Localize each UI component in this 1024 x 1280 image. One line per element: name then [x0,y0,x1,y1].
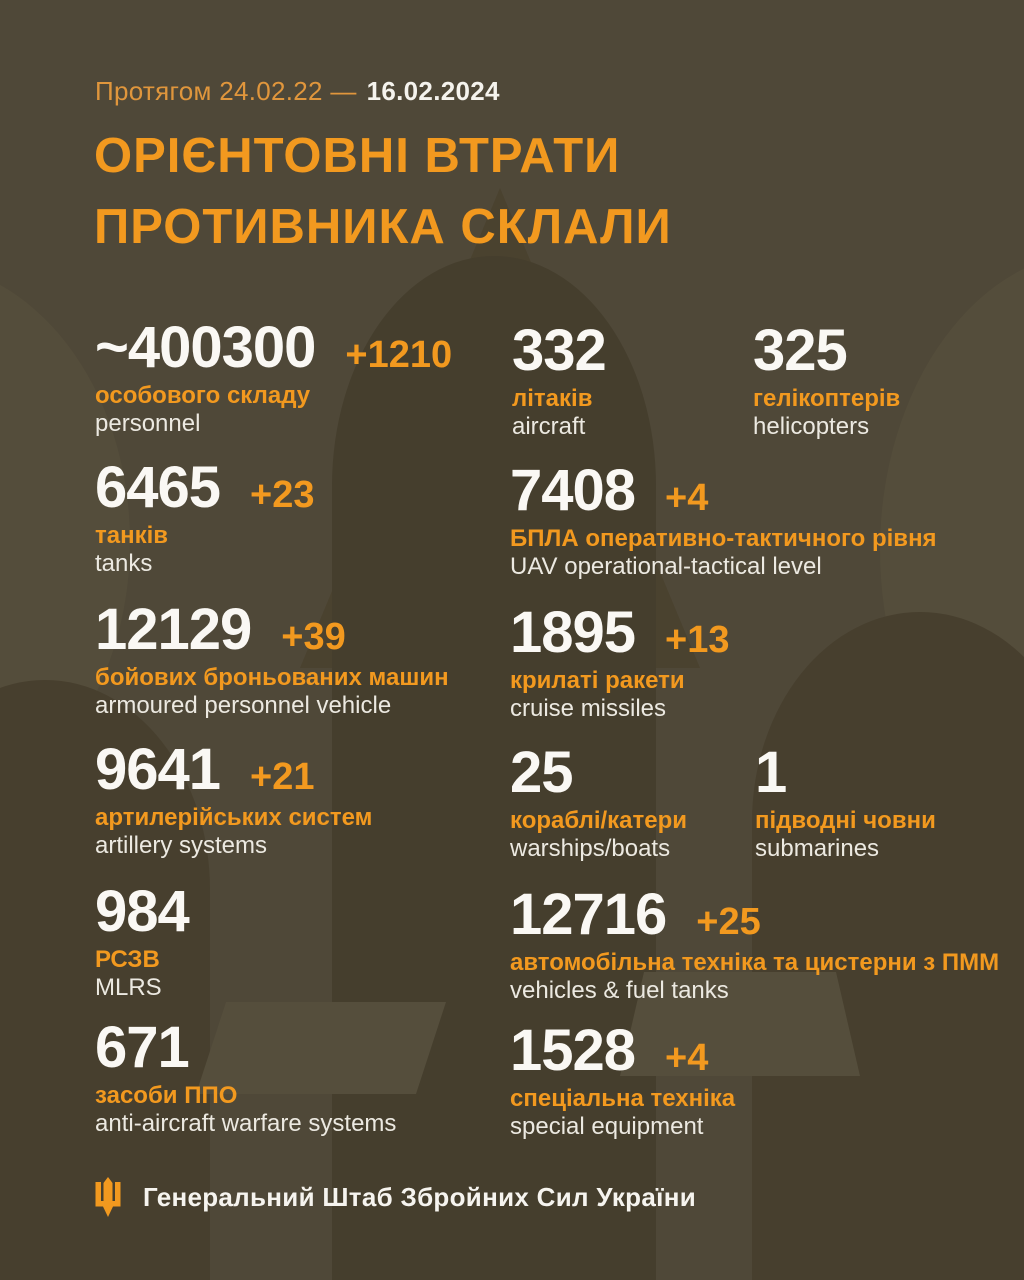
page-title-line2: ПРОТИВНИКА СКЛАЛИ [94,200,672,254]
stat-armoured-vehicles-label-ua: бойових броньованих машин [95,664,449,691]
stat-warships-label-en: warships/boats [510,835,671,862]
stat-vehicles-fuel-tanks: 12716 +25 автомобільна техніка та цистер… [510,883,999,1003]
stat-vehicles-fuel-tanks-label-ua: автомобільна техніка та цистерни з ПММ [510,949,1000,976]
footer: Генеральний Штаб Збройних Сил України [95,1174,696,1220]
stat-vehicles-fuel-tanks-label-en: vehicles & fuel tanks [510,977,729,1004]
stat-cruise-missiles-delta: +13 [665,619,730,661]
stat-cruise-missiles-value: 1895 [510,600,636,665]
stat-warships-label-ua: кораблі/катери [510,807,688,834]
stat-aircraft-label-en: aircraft [512,413,586,440]
tryzub-icon [95,1177,121,1217]
stat-cruise-missiles: 1895 +13 крилаті ракети cruise missiles [510,601,730,721]
stat-vehicles-fuel-tanks-delta: +25 [696,901,761,943]
stat-mlrs-value: 984 [95,879,190,944]
stat-helicopters-label-en: helicopters [753,413,870,440]
stat-personnel: ~400300 +1210 особового складу personnel [95,316,452,436]
stat-personnel-value: ~400300 [95,315,316,380]
page-title: ОРІЄНТОВНІ ВТРАТИ ПРОТИВНИКА СКЛАЛИ [94,121,672,263]
stat-tanks-value: 6465 [95,455,221,520]
stat-anti-aircraft-value: 671 [95,1015,190,1080]
period-date: 16.02.2024 [366,76,500,106]
page-title-line1: ОРІЄНТОВНІ ВТРАТИ [94,129,621,183]
bg-trident-right-prong [752,612,1024,1280]
stat-cruise-missiles-label-en: cruise missiles [510,695,667,722]
stat-special-equipment-label-en: special equipment [510,1113,704,1140]
stat-artillery: 9641 +21 артилерійських систем artillery… [95,738,372,858]
stat-helicopters: 325 гелікоптерів helicopters [753,319,900,439]
stat-tanks-label-en: tanks [95,550,153,577]
stat-special-equipment-label-ua: спеціальна техніка [510,1085,736,1112]
footer-org-name: Генеральний Штаб Збройних Сил України [143,1181,696,1212]
stat-artillery-label-ua: артилерійських систем [95,804,373,831]
stat-helicopters-value: 325 [753,318,848,383]
stat-armoured-vehicles: 12129 +39 бойових броньованих машин armo… [95,598,449,718]
bg-light-patch-left [196,1002,446,1094]
stat-tanks-delta: +23 [250,474,315,516]
stat-artillery-value: 9641 [95,737,221,802]
stat-artillery-delta: +21 [250,756,315,798]
stat-cruise-missiles-label-ua: крилаті ракети [510,667,685,694]
stat-special-equipment: 1528 +4 спеціальна техніка special equip… [510,1019,735,1139]
stat-tanks-label-ua: танків [95,522,169,549]
stat-armoured-vehicles-delta: +39 [281,616,346,658]
stat-submarines-value: 1 [755,740,787,805]
stat-warships: 25 кораблі/катери warships/boats [510,741,687,861]
stat-uav-value: 7408 [510,458,636,523]
stat-artillery-label-en: artillery systems [95,832,268,859]
stat-tanks: 6465 +23 танків tanks [95,456,315,576]
stat-anti-aircraft-label-ua: засоби ППО [95,1082,238,1109]
stat-aircraft-value: 332 [512,318,607,383]
stat-uav-label-en: UAV operational-tactical level [510,553,822,580]
stat-aircraft-label-ua: літаків [512,385,593,412]
stat-mlrs-label-ua: РСЗВ [95,946,160,973]
stat-mlrs-label-en: MLRS [95,974,162,1001]
stat-helicopters-label-ua: гелікоптерів [753,385,901,412]
stat-warships-value: 25 [510,740,574,805]
stat-special-equipment-value: 1528 [510,1018,636,1083]
stat-anti-aircraft: 671 засоби ППО anti-aircraft warfare sys… [95,1016,396,1136]
stat-armoured-vehicles-value: 12129 [95,597,252,662]
stat-anti-aircraft-label-en: anti-aircraft warfare systems [95,1110,397,1137]
period-line: Протягом 24.02.22 — 16.02.2024 [95,74,500,108]
stat-mlrs: 984 РСЗВ MLRS [95,879,190,1001]
stat-personnel-delta: +1210 [345,334,453,376]
stat-personnel-label-ua: особового складу [95,382,311,409]
bg-light-patch-center [620,972,860,1076]
stat-aircraft: 332 літаків aircraft [512,318,607,440]
stat-vehicles-fuel-tanks-value: 12716 [510,882,667,947]
period-prefix: Протягом 24.02.22 — [95,76,357,106]
stat-uav-delta: +4 [665,477,709,519]
stat-submarines-label-en: submarines [755,835,880,862]
stat-uav-label-ua: БПЛА оперативно-тактичного рівня [510,525,937,552]
stat-armoured-vehicles-label-en: armoured personnel vehicle [95,692,392,719]
bg-trident-center-prong [332,256,656,1280]
stat-uav: 7408 +4 БПЛА оперативно-тактичного рівня… [510,459,937,579]
stat-special-equipment-delta: +4 [665,1037,709,1079]
stat-submarines: 1 підводні човни submarines [755,741,936,861]
bg-trident-left-prong [0,680,210,1280]
stat-submarines-label-ua: підводні човни [755,807,936,834]
stat-personnel-label-en: personnel [95,410,201,437]
